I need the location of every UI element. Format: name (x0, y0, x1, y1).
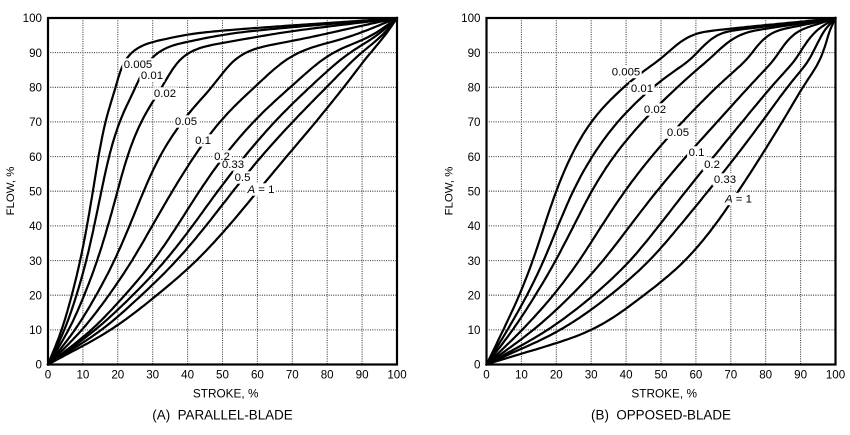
svg-text:STROKE, %: STROKE, % (631, 386, 697, 400)
svg-text:40: 40 (620, 369, 633, 382)
svg-text:0.01: 0.01 (141, 70, 163, 82)
svg-text:0.01: 0.01 (631, 83, 653, 95)
svg-text:40: 40 (29, 220, 42, 233)
svg-text:(B) OPPOSED-BLADE: (B) OPPOSED-BLADE (591, 407, 731, 422)
svg-text:0.1: 0.1 (689, 147, 705, 159)
svg-text:0.005: 0.005 (612, 67, 641, 79)
svg-text:FLOW, %: FLOW, % (444, 167, 456, 216)
svg-text:100: 100 (826, 369, 845, 382)
svg-text:90: 90 (356, 369, 369, 382)
svg-text:0: 0 (483, 369, 489, 382)
svg-text:90: 90 (794, 369, 807, 382)
svg-text:0.2: 0.2 (214, 151, 230, 163)
svg-text:0.05: 0.05 (175, 116, 197, 128)
svg-text:70: 70 (286, 369, 299, 382)
svg-text:60: 60 (251, 369, 264, 382)
svg-text:30: 30 (146, 369, 159, 382)
svg-text:10: 10 (515, 369, 528, 382)
svg-text:50: 50 (655, 369, 668, 382)
svg-text:80: 80 (759, 369, 772, 382)
svg-text:A = 1: A = 1 (724, 194, 752, 206)
svg-text:60: 60 (468, 151, 481, 164)
svg-text:0: 0 (45, 369, 51, 382)
svg-text:50: 50 (216, 369, 229, 382)
svg-text:40: 40 (468, 220, 481, 233)
svg-text:30: 30 (468, 255, 481, 268)
svg-text:10: 10 (29, 324, 42, 337)
svg-text:20: 20 (29, 289, 42, 302)
svg-text:A = 1: A = 1 (247, 184, 275, 196)
svg-text:0.2: 0.2 (704, 159, 720, 171)
svg-text:20: 20 (111, 369, 124, 382)
svg-text:FLOW, %: FLOW, % (5, 167, 17, 216)
svg-text:0.1: 0.1 (195, 135, 211, 147)
svg-text:0: 0 (36, 359, 42, 372)
svg-text:10: 10 (76, 369, 89, 382)
svg-text:0.33: 0.33 (714, 174, 736, 186)
svg-text:20: 20 (468, 289, 481, 302)
svg-text:60: 60 (689, 369, 702, 382)
svg-text:30: 30 (585, 369, 598, 382)
svg-text:STROKE, %: STROKE, % (193, 386, 259, 400)
svg-text:80: 80 (29, 82, 42, 95)
svg-text:70: 70 (468, 116, 481, 129)
svg-text:0: 0 (474, 359, 480, 372)
svg-text:0.02: 0.02 (644, 104, 666, 116)
svg-text:90: 90 (468, 47, 481, 60)
svg-text:0.33: 0.33 (222, 159, 244, 171)
svg-text:0.05: 0.05 (667, 127, 689, 139)
svg-text:70: 70 (29, 116, 42, 129)
svg-text:30: 30 (29, 255, 42, 268)
svg-text:80: 80 (321, 369, 334, 382)
svg-text:(A) PARALLEL-BLADE: (A) PARALLEL-BLADE (152, 407, 292, 422)
svg-text:100: 100 (23, 12, 42, 25)
svg-text:0.5: 0.5 (235, 172, 251, 184)
svg-text:50: 50 (29, 185, 42, 198)
svg-text:20: 20 (550, 369, 563, 382)
svg-text:0.005: 0.005 (124, 59, 153, 71)
svg-text:10: 10 (468, 324, 481, 337)
svg-text:70: 70 (724, 369, 737, 382)
svg-text:100: 100 (387, 369, 406, 382)
svg-text:50: 50 (468, 185, 481, 198)
svg-text:0.02: 0.02 (154, 88, 176, 100)
svg-text:40: 40 (181, 369, 194, 382)
svg-text:80: 80 (468, 82, 481, 95)
svg-text:100: 100 (461, 12, 480, 25)
svg-text:90: 90 (29, 47, 42, 60)
svg-text:60: 60 (29, 151, 42, 164)
